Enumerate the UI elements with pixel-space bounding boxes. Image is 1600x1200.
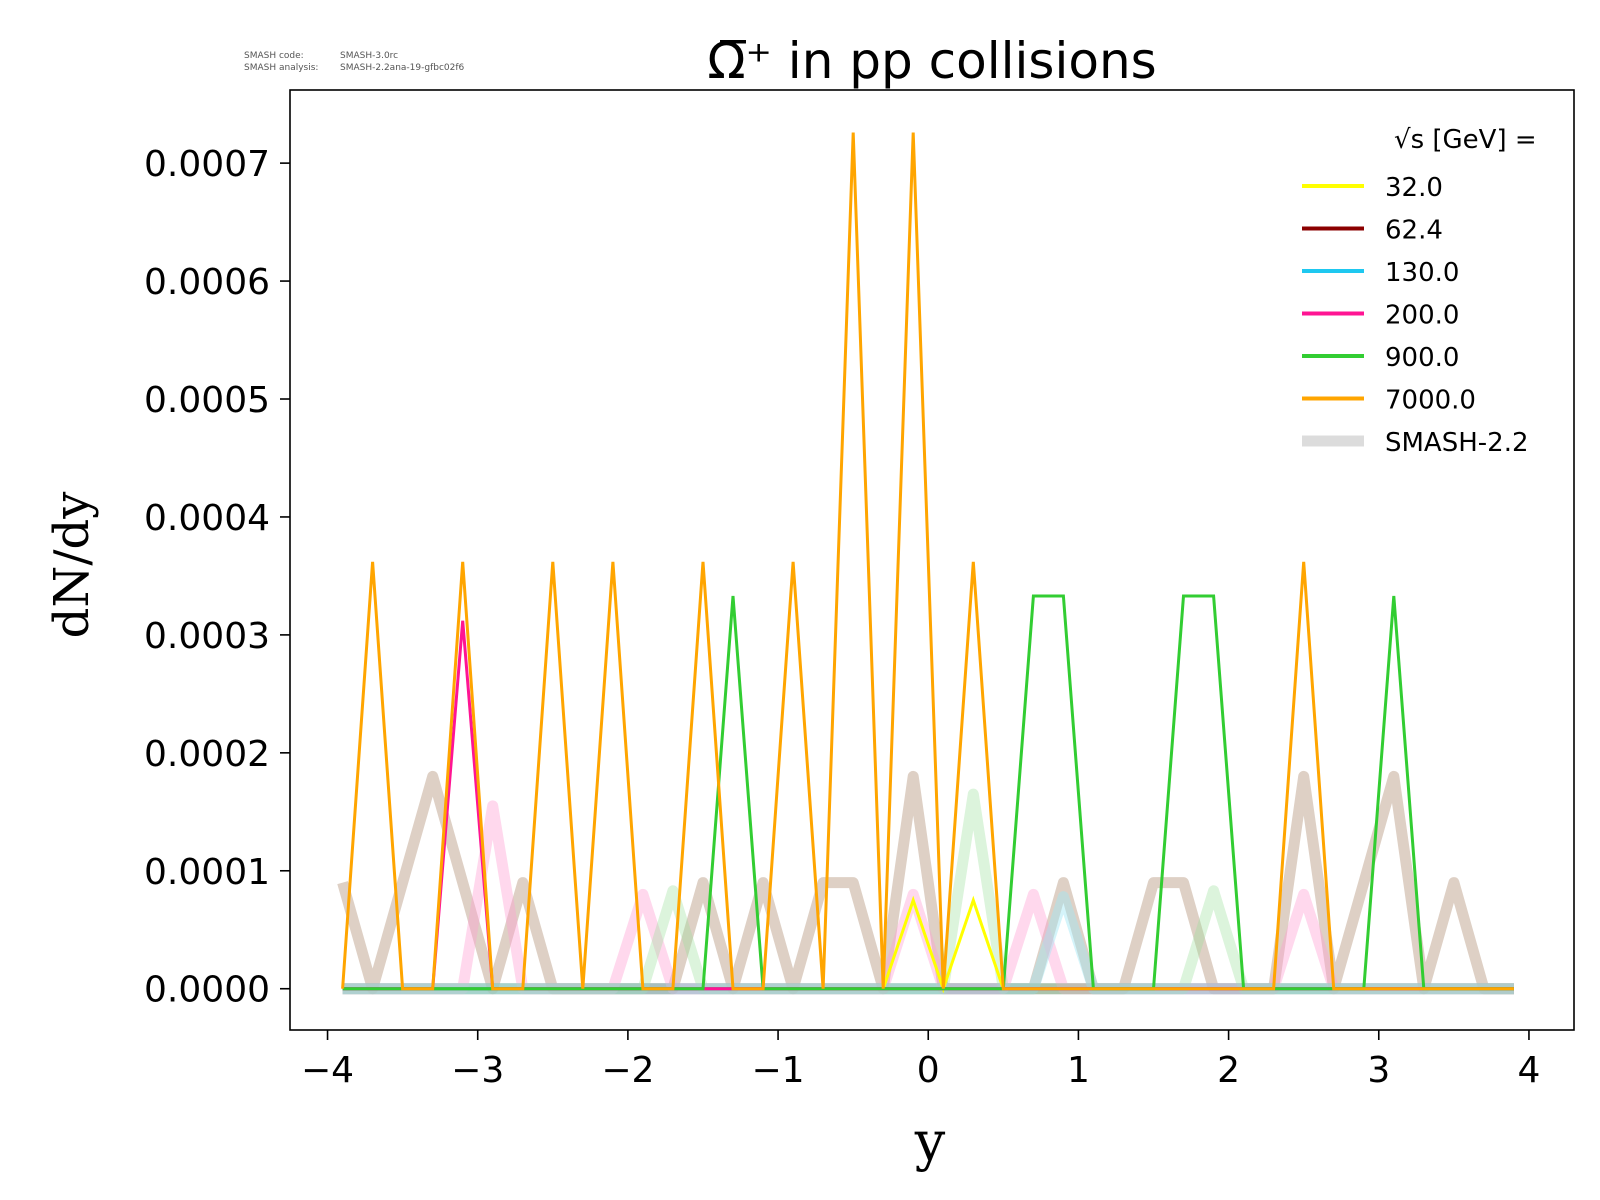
- legend-label: 130.0: [1385, 258, 1459, 288]
- x-tick-label: 4: [1517, 1050, 1540, 1091]
- series-line-900-0: [342, 594, 1514, 991]
- reference-line-0: [337, 770, 1514, 995]
- legend-label: 32.0: [1385, 173, 1443, 203]
- smash-code-value: SMASH-3.0rc: [340, 51, 398, 61]
- legend-label: 200.0: [1385, 301, 1459, 331]
- legend-label: 900.0: [1385, 343, 1459, 373]
- y-tick-label: 0.0003: [144, 616, 270, 657]
- legend-label: 7000.0: [1385, 386, 1476, 416]
- y-tick-label: 0.0000: [144, 970, 270, 1011]
- y-tick-label: 0.0004: [144, 498, 270, 539]
- x-tick-label: −1: [752, 1050, 805, 1091]
- x-tick-label: −4: [301, 1050, 354, 1091]
- smash-analysis-value: SMASH-2.2ana-19-gfbc02f6: [340, 63, 465, 73]
- y-tick-label: 0.0001: [144, 852, 270, 893]
- x-tick-label: 2: [1217, 1050, 1240, 1091]
- legend-label: 62.4: [1385, 216, 1443, 246]
- x-tick-label: −3: [451, 1050, 504, 1091]
- x-axis-label: y: [914, 1110, 946, 1173]
- series-layer: [341, 132, 1514, 994]
- x-tick-label: 0: [917, 1050, 940, 1091]
- y-ticks: 0.0000 0.0001 0.0002 0.0003 0.0004 0.0005 0.00…: [144, 144, 290, 1011]
- y-tick-label: 0.0002: [144, 734, 270, 775]
- legend: √s [GeV] = 32.0 62.4 130.0 200.0 900.0 7000.0…: [1302, 125, 1537, 458]
- series-line-7000-0: [341, 132, 1514, 991]
- x-tick-label: −2: [601, 1050, 654, 1091]
- y-tick-label: 0.0007: [144, 144, 270, 185]
- x-ticks: −4 −3 −2 −1 0 1 2 3 4: [301, 1030, 1540, 1091]
- reference-layer: [337, 770, 1514, 995]
- smash-analysis-label: SMASH analysis:: [244, 63, 318, 73]
- y-axis-label: dN/dy: [44, 492, 100, 639]
- y-tick-label: 0.0006: [144, 262, 270, 303]
- chart-title: Ω̅⁺ in pp collisions: [707, 32, 1156, 90]
- x-tick-label: 3: [1367, 1050, 1390, 1091]
- y-tick-label: 0.0005: [144, 380, 270, 421]
- legend-label: SMASH-2.2: [1385, 428, 1529, 458]
- smash-code-label: SMASH code:: [244, 51, 304, 61]
- plot-frame: [289, 89, 1575, 1031]
- legend-title: √s [GeV] =: [1394, 125, 1537, 155]
- x-tick-label: 1: [1067, 1050, 1090, 1091]
